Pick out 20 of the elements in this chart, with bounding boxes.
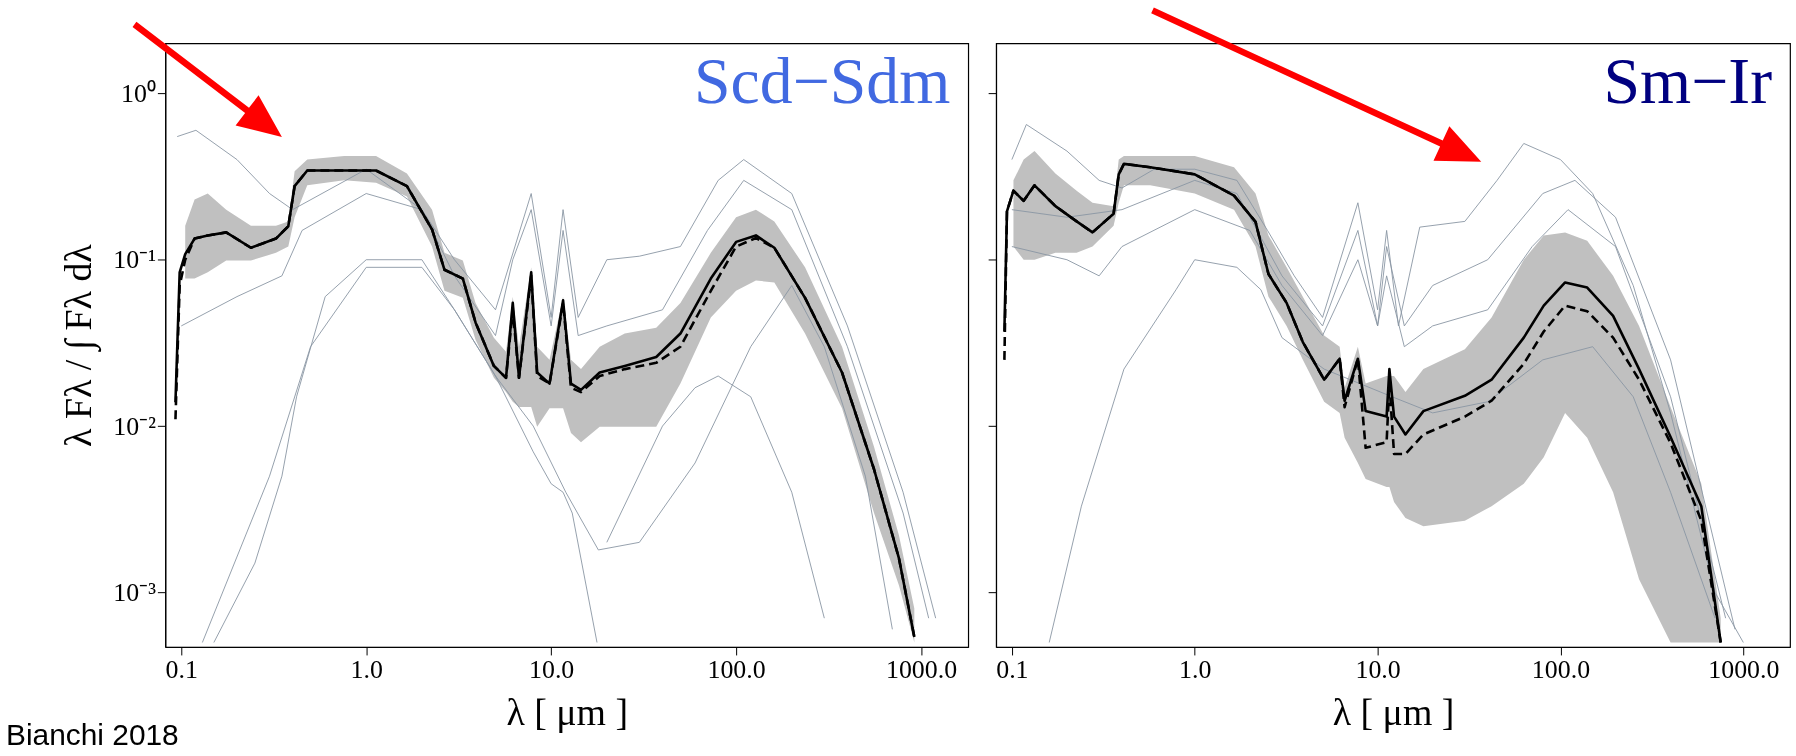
x-tick-label: 100.0 (1531, 655, 1591, 685)
y-axis-title: λ Fλ / ∫ Fλ dλ (57, 243, 103, 447)
x-tick-label: 1000.0 (885, 655, 958, 685)
y-tick-label: 10⁻¹ (113, 245, 156, 275)
chart-title: Sm−Ir (1603, 44, 1773, 118)
x-tick-label: 1000.0 (1708, 655, 1780, 685)
y-tick-label: 10⁻² (113, 411, 157, 441)
chart-title: Scd−Sdm (694, 44, 951, 118)
x-tick-label: 100.0 (707, 655, 766, 685)
x-tick-label: 10.0 (529, 655, 575, 685)
x-tick-label: 1.0 (350, 655, 383, 685)
x-tick-label: 0.1 (996, 655, 1029, 685)
y-tick-label: 10⁰ (121, 78, 156, 108)
x-axis-title: λ [ μm ] (506, 691, 629, 734)
x-tick-label: 1.0 (1179, 655, 1212, 685)
x-axis-title: λ [ μm ] (1332, 691, 1455, 734)
x-tick-label: 10.0 (1355, 655, 1401, 685)
x-tick-label: 0.1 (165, 655, 198, 685)
y-tick-label: 10⁻³ (113, 577, 157, 607)
text: Bianchi 2018 (5, 717, 179, 751)
